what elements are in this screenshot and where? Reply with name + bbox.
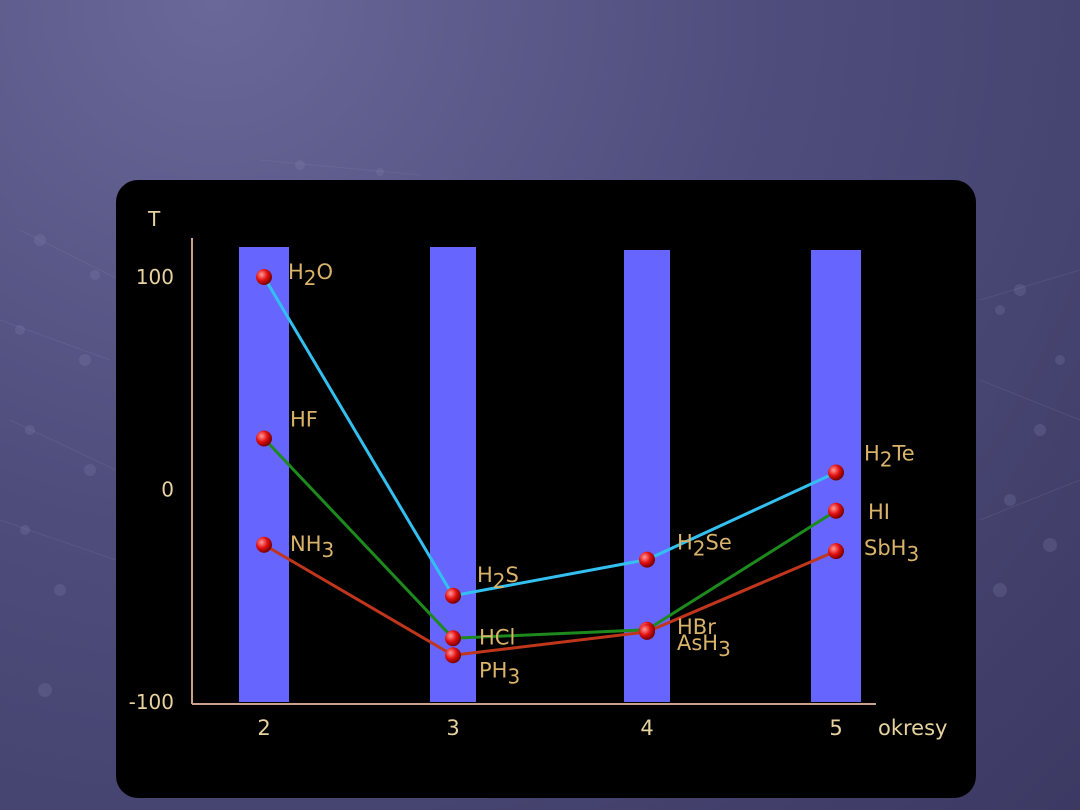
x-tick-label: 2 bbox=[257, 716, 270, 740]
point-label: PH3 bbox=[479, 658, 520, 688]
point-label: H2Te bbox=[864, 442, 915, 472]
data-point bbox=[256, 430, 272, 447]
series-line-2 bbox=[263, 543, 837, 657]
point-label: H2S bbox=[477, 563, 519, 593]
x-axis-title: okresy bbox=[878, 716, 947, 740]
point-label: SbH3 bbox=[864, 536, 919, 566]
y-tick-label: 100 bbox=[136, 265, 174, 289]
point-label: HF bbox=[290, 408, 318, 432]
data-point bbox=[639, 551, 655, 568]
point-label: H2Se bbox=[677, 531, 732, 561]
data-point bbox=[639, 623, 655, 640]
data-point bbox=[828, 502, 844, 519]
x-tick-label: 4 bbox=[640, 716, 653, 740]
data-point bbox=[256, 536, 272, 553]
data-point bbox=[828, 464, 844, 481]
chart-panel: T 100 0 -100 2 3 4 5 okresy H2O H2S H2Se H2Te HF HCl HB… bbox=[116, 180, 976, 798]
point-label: AsH3 bbox=[677, 631, 731, 661]
point-label: H2O bbox=[288, 260, 333, 290]
data-point bbox=[445, 587, 461, 604]
point-label: NH3 bbox=[290, 532, 334, 562]
data-point bbox=[828, 543, 844, 560]
x-tick-label: 3 bbox=[446, 716, 459, 740]
series-line-1 bbox=[262, 437, 837, 640]
column-bar-2 bbox=[239, 247, 289, 702]
column-bar-3 bbox=[430, 247, 476, 702]
x-tick-label: 5 bbox=[829, 716, 842, 740]
point-label: HBr bbox=[677, 615, 716, 639]
boiling-point-chart: T 100 0 -100 2 3 4 5 okresy H2O H2S H2Se H2Te HF HCl HB… bbox=[129, 207, 948, 740]
y-tick-label: 0 bbox=[161, 478, 174, 502]
y-axis-title: T bbox=[147, 207, 161, 231]
y-tick-label: -100 bbox=[129, 690, 174, 714]
series-line-0 bbox=[262, 276, 837, 598]
point-label: HI bbox=[868, 500, 890, 524]
point-label: HCl bbox=[479, 625, 515, 649]
data-point bbox=[445, 630, 461, 647]
data-point bbox=[445, 647, 461, 664]
data-point bbox=[256, 269, 272, 285]
